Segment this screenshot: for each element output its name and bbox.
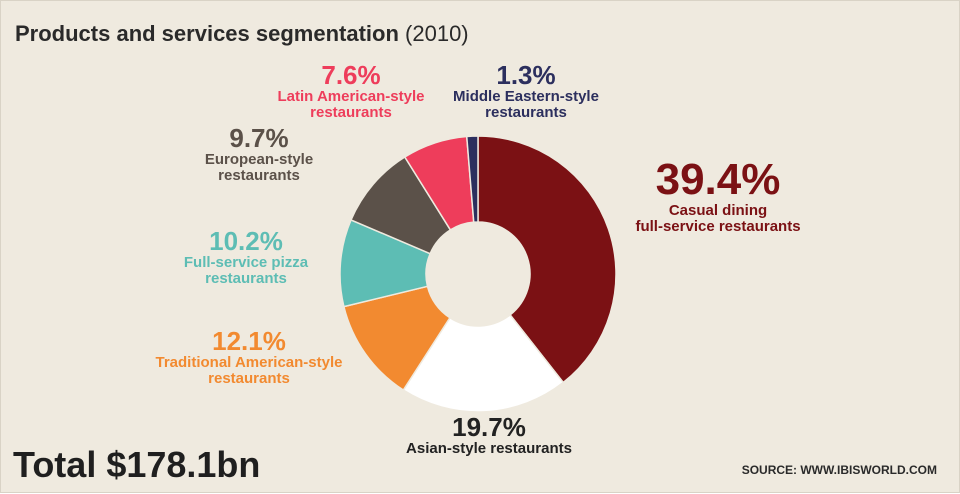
total-value: Total $178.1bn <box>13 444 261 485</box>
slice-name-line: Full-service pizza <box>183 254 309 272</box>
donut-slice-6 <box>465 135 479 223</box>
slice-label-1: 19.7% Asian-style restaurants <box>406 412 572 458</box>
slice-label-0: 39.4% Casual dining full-service restauran… <box>635 155 801 235</box>
slice-name-line: Traditional American-style <box>155 354 343 372</box>
slice-percent: 10.2% <box>209 226 283 256</box>
slice-name-line: European-style <box>204 151 314 169</box>
slice-name-line: restaurants <box>485 104 567 122</box>
slice-label-4: 9.7% European-style restaurants <box>204 123 314 185</box>
slice-name-line: Casual dining <box>668 202 768 220</box>
source-note: SOURCE: WWW.IBISWORLD.COM <box>741 463 937 477</box>
title-year: (2010) <box>405 21 469 46</box>
title-text: Products and services segmentation <box>15 21 399 46</box>
slice-name-line: restaurants <box>208 370 290 388</box>
slice-name-line: Asian-style restaurants <box>406 440 572 458</box>
slice-percent: 1.3% <box>496 60 556 90</box>
slice-percent: 9.7% <box>229 123 289 153</box>
slice-name-line: restaurants <box>205 270 287 288</box>
slice-percent: 12.1% <box>212 326 286 356</box>
slice-label-2: 12.1% Traditional American-style restauran… <box>155 326 343 388</box>
slice-percent: 7.6% <box>321 60 381 90</box>
slice-percent: 19.7% <box>452 412 526 442</box>
slice-name-line: restaurants <box>310 104 392 122</box>
slice-label-5: 7.6% Latin American-style restaurants <box>277 60 425 122</box>
slice-label-3: 10.2% Full-service pizza restaurants <box>183 226 309 288</box>
slice-label-6: 1.3% Middle Eastern-style restaurants <box>453 60 599 122</box>
slice-name-line: full-service restaurants <box>635 217 801 235</box>
slice-name-line: Middle Eastern-style <box>453 88 599 106</box>
donut-slice-1 <box>402 313 565 413</box>
chart-title: Products and services segmentation (2010… <box>15 21 469 47</box>
slice-name-line: Latin American-style <box>277 88 425 106</box>
slice-percent: 39.4% <box>655 155 781 204</box>
donut-slice-0 <box>477 135 617 384</box>
slice-name-line: restaurants <box>218 167 300 185</box>
